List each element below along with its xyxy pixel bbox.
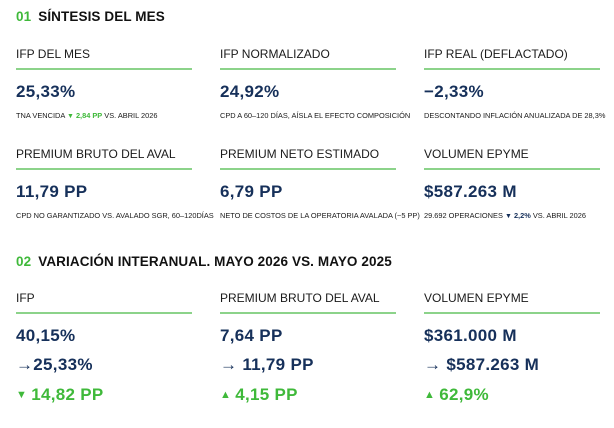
- card-label: IFP NORMALIZADO: [220, 47, 330, 61]
- delta-value: ▲ 4,15 PP: [220, 385, 396, 405]
- note-text: 29.692 OPERACIONES: [424, 210, 503, 220]
- delta-value: ▼ 14,82 PP: [16, 385, 192, 405]
- card-note: NETO DE COSTOS DE LA OPERATORIA AVALADA …: [220, 210, 420, 220]
- section-1-heading: SÍNTESIS DEL MES: [38, 9, 165, 24]
- card-value: 25,33%: [16, 81, 76, 101]
- previous-value: 40,15%: [16, 325, 76, 345]
- card-ifp-del-mes: IFP DEL MES 25,33% TNA VENCIDA ▼ 2,84 PP…: [16, 46, 192, 122]
- card-note: 29.692 OPERACIONES ▼ 2,2% VS. ABRIL 2026: [424, 211, 600, 222]
- card-divider: [424, 168, 600, 170]
- triangle-up-icon: ▲: [220, 388, 232, 401]
- section-1-number: 01: [16, 9, 32, 24]
- card-note: CPD NO GARANTIZADO VS. AVALADO SGR, 60–1…: [16, 210, 214, 220]
- card-label: IFP: [16, 291, 35, 305]
- card-label: PREMIUM BRUTO DEL AVAL: [16, 147, 176, 161]
- card-divider: [16, 312, 192, 314]
- delta-text: 14,82 PP: [31, 384, 104, 404]
- note-highlight: 2,2%: [513, 210, 531, 220]
- delta-value: ▲ 62,9%: [424, 385, 600, 405]
- section-2-heading: VARIACIÓN INTERANUAL. MAYO 2026 VS. MAYO…: [38, 254, 392, 269]
- card-divider: [220, 68, 396, 70]
- triangle-up-icon: ▲: [424, 388, 436, 401]
- card-divider: [16, 168, 192, 170]
- card-note: TNA VENCIDA ▼ 2,84 PP VS. ABRIL 2026: [16, 111, 192, 122]
- delta-text: 4,15 PP: [235, 384, 298, 404]
- previous-value: 7,64 PP: [220, 325, 283, 345]
- current-value: → $587.263 M: [424, 354, 540, 374]
- card-divider: [220, 312, 396, 314]
- card-divider: [16, 68, 192, 70]
- section-2-title: 02 VARIACIÓN INTERANUAL. MAYO 2026 VS. MA…: [16, 254, 392, 269]
- card-volumen-interanual: VOLUMEN EPYME $361.000 M → $587.263 M ▲ 6…: [424, 290, 600, 405]
- card-label: IFP REAL (DEFLACTADO): [424, 47, 568, 61]
- card-label: PREMIUM BRUTO DEL AVAL: [220, 291, 380, 305]
- card-volumen-epyme: VOLUMEN EPYME $587.263 M 29.692 OPERACIO…: [424, 146, 600, 222]
- note-text: TNA VENCIDA: [16, 110, 65, 120]
- note-highlight: 2,84 PP: [75, 110, 103, 120]
- card-label: VOLUMEN EPYME: [424, 147, 529, 161]
- card-note: DESCONTANDO INFLACIÓN ANUALIZADA DE 28,3…: [424, 110, 606, 120]
- card-value: 6,79 PP: [220, 181, 283, 201]
- note-text: VS. ABRIL 2026: [532, 210, 586, 220]
- triangle-down-icon: ▼: [504, 212, 512, 220]
- card-value: 11,79 PP: [16, 181, 88, 201]
- previous-value: $361.000 M: [424, 325, 517, 345]
- card-divider: [424, 68, 600, 70]
- triangle-down-icon: ▼: [16, 388, 28, 401]
- card-premium-interanual: PREMIUM BRUTO DEL AVAL 7,64 PP → 11,79 P…: [220, 290, 396, 405]
- note-text: VS. ABRIL 2026: [104, 110, 158, 120]
- card-value: 24,92%: [220, 81, 280, 101]
- card-value: −2,33%: [424, 81, 484, 101]
- section-2-number: 02: [16, 254, 32, 269]
- card-label: VOLUMEN EPYME: [424, 291, 529, 305]
- card-premium-neto: PREMIUM NETO ESTIMADO 6,79 PP NETO DE CO…: [220, 146, 420, 221]
- card-ifp-real: IFP REAL (DEFLACTADO) −2,33% DESCONTANDO…: [424, 46, 606, 121]
- card-divider: [424, 312, 600, 314]
- card-premium-bruto: PREMIUM BRUTO DEL AVAL 11,79 PP CPD NO G…: [16, 146, 214, 221]
- card-ifp-interanual: IFP 40,15% →25,33% ▼ 14,82 PP: [16, 290, 192, 405]
- delta-text: 62,9%: [439, 384, 489, 404]
- current-value: →25,33%: [16, 354, 93, 374]
- card-ifp-normalizado: IFP NORMALIZADO 24,92% CPD A 60–120 DÍAS…: [220, 46, 411, 121]
- card-divider: [220, 168, 396, 170]
- card-label: IFP DEL MES: [16, 47, 91, 61]
- triangle-down-icon: ▼: [66, 112, 74, 120]
- card-value: $587.263 M: [424, 181, 517, 201]
- card-label: PREMIUM NETO ESTIMADO: [220, 147, 380, 161]
- card-note: CPD A 60–120 DÍAS, AÍSLA EL EFECTO COMPO…: [220, 110, 411, 120]
- current-value: → 11,79 PP: [220, 354, 314, 374]
- section-1-title: 01 SÍNTESIS DEL MES: [16, 9, 165, 24]
